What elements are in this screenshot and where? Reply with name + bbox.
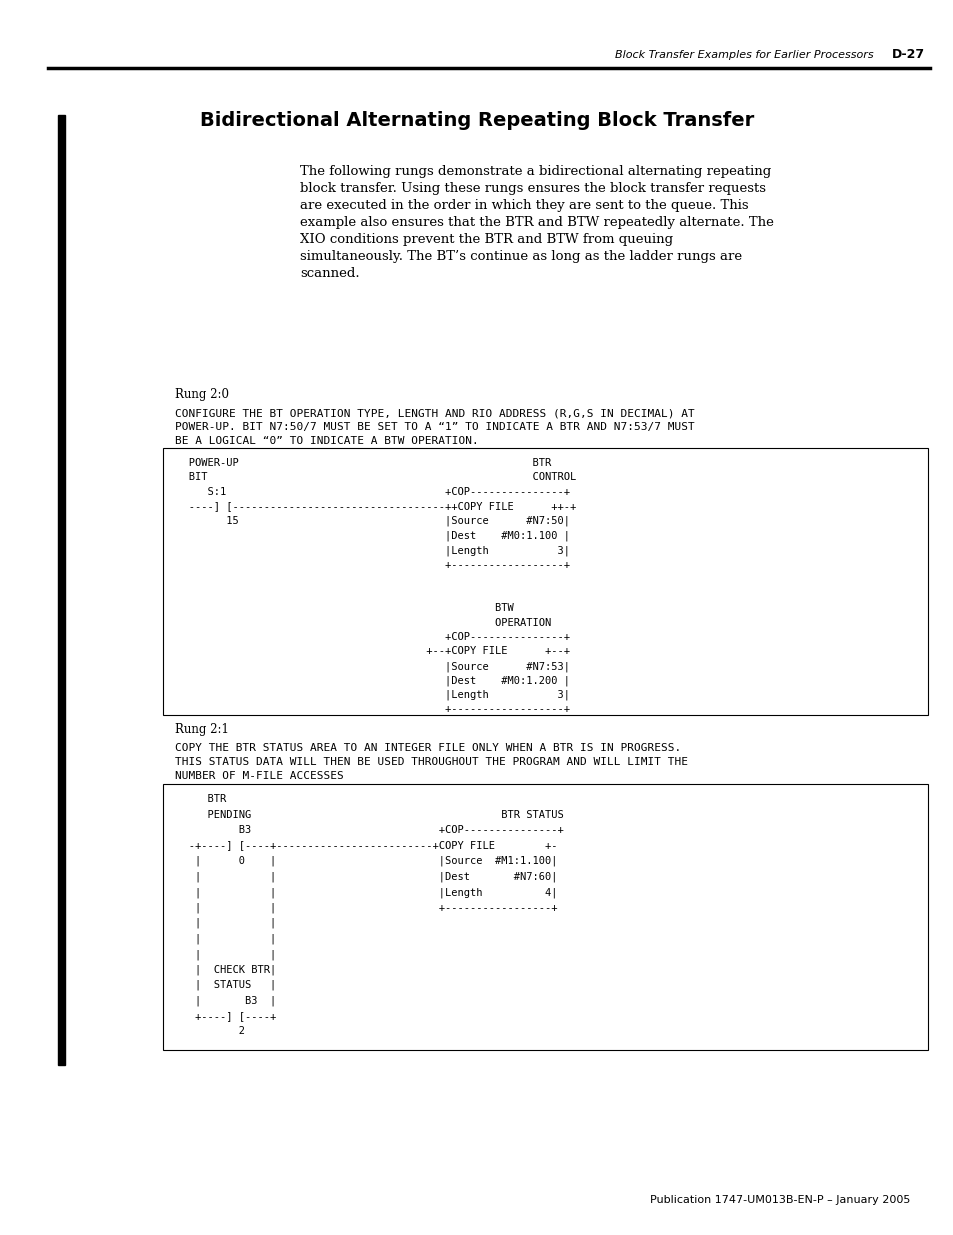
Text: OPERATION: OPERATION (170, 618, 551, 627)
Text: Publication 1747-UM013B-EN-P – January 2005: Publication 1747-UM013B-EN-P – January 2… (649, 1195, 909, 1205)
Text: +------------------+: +------------------+ (170, 704, 569, 715)
Bar (163, 784, 927, 1050)
Text: +--+COPY FILE      +--+: +--+COPY FILE +--+ (170, 646, 569, 657)
Text: 15                                 |Source      #N7:50|: 15 |Source #N7:50| (170, 516, 569, 526)
Text: |Length           3|: |Length 3| (170, 690, 569, 700)
Text: |           |: | | (170, 948, 276, 960)
Text: BE A LOGICAL “0” TO INDICATE A BTW OPERATION.: BE A LOGICAL “0” TO INDICATE A BTW OPERA… (174, 436, 478, 446)
Text: The following rungs demonstrate a bidirectional alternating repeating: The following rungs demonstrate a bidire… (299, 165, 770, 178)
Text: simultaneously. The BT’s continue as long as the ladder rungs are: simultaneously. The BT’s continue as lon… (299, 249, 741, 263)
Text: POWER-UP. BIT N7:50/7 MUST BE SET TO A “1” TO INDICATE A BTR AND N7:53/7 MUST: POWER-UP. BIT N7:50/7 MUST BE SET TO A “… (174, 422, 694, 432)
Bar (163, 448, 927, 715)
Text: +----] [----+: +----] [----+ (170, 1011, 276, 1021)
Text: example also ensures that the BTR and BTW repeatedly alternate. The: example also ensures that the BTR and BT… (299, 216, 773, 228)
Text: +------------------+: +------------------+ (170, 559, 569, 569)
Text: +COP---------------+: +COP---------------+ (170, 632, 569, 642)
Text: S:1                                   +COP---------------+: S:1 +COP---------------+ (170, 487, 569, 496)
Text: block transfer. Using these rungs ensures the block transfer requests: block transfer. Using these rungs ensure… (299, 182, 765, 195)
Text: BIT                                                    CONTROL: BIT CONTROL (170, 473, 576, 483)
Text: |Dest    #M0:1.200 |: |Dest #M0:1.200 | (170, 676, 569, 685)
Text: BTR: BTR (170, 794, 226, 804)
Text: NUMBER OF M-FILE ACCESSES: NUMBER OF M-FILE ACCESSES (174, 771, 343, 781)
Text: BTW: BTW (170, 603, 514, 613)
Text: |Source      #N7:53|: |Source #N7:53| (170, 661, 569, 672)
Text: |  STATUS   |: | STATUS | (170, 981, 276, 990)
Text: |       B3  |: | B3 | (170, 995, 276, 1007)
Text: are executed in the order in which they are sent to the queue. This: are executed in the order in which they … (299, 199, 748, 212)
Text: |           |                          |Length          4|: | | |Length 4| (170, 887, 557, 898)
Bar (58, 115, 65, 1065)
Text: |  CHECK BTR|: | CHECK BTR| (170, 965, 276, 974)
Text: |           |: | | (170, 918, 276, 929)
Text: |      0    |                          |Source  #M1:1.100|: | 0 | |Source #M1:1.100| (170, 856, 557, 867)
Text: PENDING                                        BTR STATUS: PENDING BTR STATUS (170, 809, 563, 820)
Text: POWER-UP                                               BTR: POWER-UP BTR (170, 458, 551, 468)
Text: D-27: D-27 (891, 48, 924, 62)
Text: |           |                          |Dest       #N7:60|: | | |Dest #N7:60| (170, 872, 557, 882)
Text: CONFIGURE THE BT OPERATION TYPE, LENGTH AND RIO ADDRESS (R,G,S IN DECIMAL) AT: CONFIGURE THE BT OPERATION TYPE, LENGTH … (174, 408, 694, 417)
Text: Bidirectional Alternating Repeating Block Transfer: Bidirectional Alternating Repeating Bloc… (200, 110, 753, 130)
Text: ----] [----------------------------------++COPY FILE      ++-+: ----] [---------------------------------… (170, 501, 576, 511)
Text: XIO conditions prevent the BTR and BTW from queuing: XIO conditions prevent the BTR and BTW f… (299, 233, 673, 246)
Text: -+----] [----+-------------------------+COPY FILE        +-: -+----] [----+-------------------------+… (170, 841, 557, 851)
Text: Rung 2:0: Rung 2:0 (174, 388, 229, 401)
Text: scanned.: scanned. (299, 267, 359, 280)
Text: Rung 2:1: Rung 2:1 (174, 722, 229, 736)
Text: |Dest    #M0:1.100 |: |Dest #M0:1.100 | (170, 531, 569, 541)
Text: B3                              +COP---------------+: B3 +COP---------------+ (170, 825, 563, 835)
Text: Block Transfer Examples for Earlier Processors: Block Transfer Examples for Earlier Proc… (615, 49, 873, 61)
Text: |           |                          +-----------------+: | | +-----------------+ (170, 903, 557, 913)
Text: |Length           3|: |Length 3| (170, 545, 569, 556)
Text: |           |: | | (170, 934, 276, 944)
Text: THIS STATUS DATA WILL THEN BE USED THROUGHOUT THE PROGRAM AND WILL LIMIT THE: THIS STATUS DATA WILL THEN BE USED THROU… (174, 757, 687, 767)
Text: 2: 2 (170, 1026, 245, 1036)
Text: COPY THE BTR STATUS AREA TO AN INTEGER FILE ONLY WHEN A BTR IS IN PROGRESS.: COPY THE BTR STATUS AREA TO AN INTEGER F… (174, 743, 680, 753)
